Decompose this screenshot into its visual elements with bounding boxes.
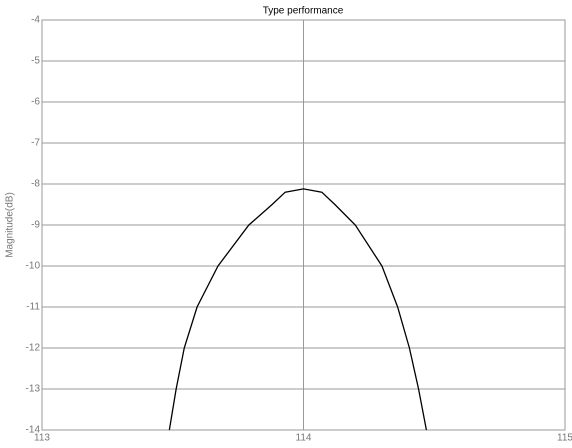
x-tick-label: 114 bbox=[296, 433, 312, 444]
y-tick-label: -11 bbox=[26, 302, 40, 313]
y-tick-label: -7 bbox=[31, 138, 40, 149]
x-tick-label: 115 bbox=[557, 433, 572, 444]
y-tick-label: -4 bbox=[31, 15, 40, 26]
y-tick-label: -9 bbox=[31, 220, 40, 231]
chart-title: Type performance bbox=[263, 6, 344, 17]
y-tick-label: -10 bbox=[26, 261, 41, 272]
y-tick-label: -5 bbox=[31, 56, 40, 67]
line bbox=[168, 188, 428, 431]
y-tick-label: -6 bbox=[31, 97, 40, 108]
y-tick-label: -14 bbox=[26, 425, 41, 436]
y-tick-label: -13 bbox=[26, 384, 41, 395]
y-tick-label: -12 bbox=[26, 343, 41, 354]
y-axis-label: Magnitude(dB) bbox=[5, 192, 16, 258]
y-tick-label: -8 bbox=[31, 179, 40, 190]
x-tick-label: 113 bbox=[34, 433, 50, 444]
